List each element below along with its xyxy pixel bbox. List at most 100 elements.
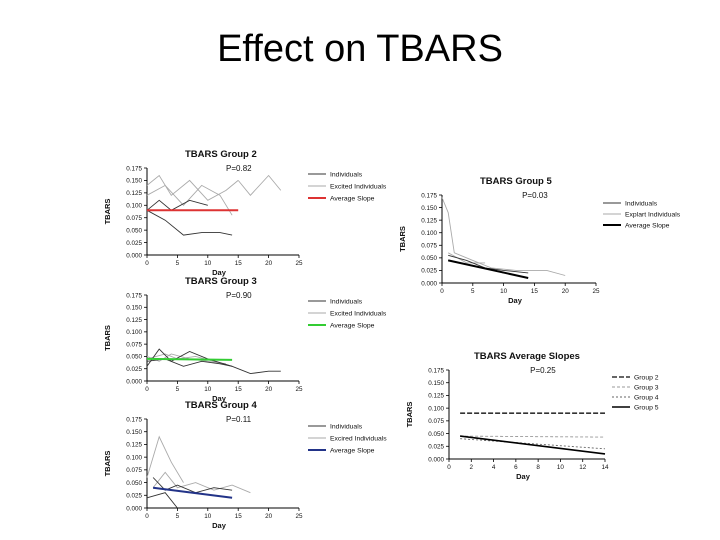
chart-3: TBARS Group 4 P=0.11 0.000 0.025 0.050 0.075 0… <box>103 400 387 530</box>
x-tick-label: 14 <box>601 464 609 471</box>
y-tick-label: 0.100 <box>126 203 142 210</box>
p-value: P=0.03 <box>522 191 548 200</box>
legend-label: Average Slope <box>330 196 375 203</box>
legend-label: Individuals <box>330 172 363 179</box>
chart-title: TBARS Group 4 <box>185 400 257 411</box>
chart-title: TBARS Group 3 <box>185 276 257 287</box>
y-tick-label: 0.075 <box>126 341 142 348</box>
series-line-excluded <box>152 471 251 494</box>
y-tick-label: 0.075 <box>126 215 142 222</box>
y-tick-label: 0.025 <box>421 268 437 275</box>
y-tick-label: 0.100 <box>126 329 142 336</box>
x-tick-label: 10 <box>204 260 212 267</box>
y-axis-label: TBARS <box>405 402 414 428</box>
x-tick-label: 0 <box>145 386 149 393</box>
y-tick-label: 0.000 <box>126 378 142 385</box>
y-tick-label: 0.150 <box>126 429 142 436</box>
legend-label: Average Slope <box>330 448 375 455</box>
series-line-individuals <box>152 477 233 494</box>
legend-label: Average Slope <box>330 323 375 330</box>
y-axis-label: TBARS <box>103 451 112 477</box>
y-tick-label: 0.075 <box>421 243 437 250</box>
y-tick-label: 0.050 <box>126 227 142 234</box>
y-tick-label: 0.150 <box>126 305 142 312</box>
x-tick-label: 0 <box>145 513 149 520</box>
series-line-group-4 <box>460 438 606 450</box>
y-tick-label: 0.100 <box>421 230 437 237</box>
y-tick-label: 0.125 <box>126 317 142 324</box>
p-value: P=0.90 <box>226 291 252 300</box>
legend-label: Group 2 <box>634 375 659 382</box>
x-tick-label: 8 <box>536 464 540 471</box>
x-tick-label: 5 <box>471 288 475 295</box>
legend-label: Group 3 <box>634 385 659 392</box>
chart-title: TBARS Group 5 <box>480 176 552 187</box>
x-tick-label: 25 <box>592 288 600 295</box>
x-tick-label: 25 <box>295 513 303 520</box>
chart-2: TBARS Group 3 P=0.90 0.000 0.025 0.050 0.075 0… <box>103 276 387 403</box>
x-axis-label: Day <box>212 394 227 403</box>
series-line-excluded <box>237 174 282 196</box>
p-value: P=0.25 <box>530 366 556 375</box>
legend-label: Excired Individuals <box>330 436 387 443</box>
x-tick-label: 6 <box>514 464 518 471</box>
y-tick-label: 0.125 <box>126 442 142 449</box>
x-tick-label: 10 <box>557 464 565 471</box>
x-tick-label: 2 <box>470 464 474 471</box>
y-tick-label: 0.000 <box>428 456 444 463</box>
x-tick-label: 5 <box>176 386 180 393</box>
legend-label: Group 5 <box>634 405 659 412</box>
y-tick-label: 0.125 <box>421 217 437 224</box>
legend-label: Individuals <box>330 424 363 431</box>
x-tick-label: 25 <box>295 260 303 267</box>
y-tick-label: 0.125 <box>428 393 444 400</box>
y-tick-label: 0.000 <box>126 505 142 512</box>
y-tick-label: 0.150 <box>126 178 142 185</box>
x-tick-label: 5 <box>176 513 180 520</box>
x-tick-label: 4 <box>492 464 496 471</box>
y-tick-label: 0.075 <box>428 418 444 425</box>
series-line-individuals <box>146 199 208 211</box>
legend-label: Average Slope <box>625 223 670 230</box>
y-tick-label: 0.175 <box>126 292 142 299</box>
chart-5: TBARS Average Slopes P=0.25 0.000 0.025 0.05… <box>405 351 659 481</box>
x-tick-label: 12 <box>579 464 587 471</box>
series-line-group-5 <box>460 435 606 455</box>
p-value: P=0.11 <box>226 415 252 424</box>
x-tick-label: 10 <box>500 288 508 295</box>
series-line-average <box>447 259 529 279</box>
y-axis-label: TBARS <box>103 199 112 225</box>
x-axis-label: Day <box>212 268 227 277</box>
x-axis-label: Day <box>212 521 227 530</box>
y-tick-label: 0.075 <box>126 467 142 474</box>
y-tick-label: 0.175 <box>421 192 437 199</box>
series-line-excluded <box>146 184 233 216</box>
y-tick-label: 0.000 <box>421 280 437 287</box>
y-tick-label: 0.100 <box>126 454 142 461</box>
y-tick-label: 0.175 <box>428 367 444 374</box>
series-line-group-3 <box>460 435 606 438</box>
legend-label: Individuals <box>625 201 658 208</box>
x-tick-label: 15 <box>235 513 243 520</box>
legend-label: Excited Individuals <box>330 311 387 318</box>
x-tick-label: 10 <box>204 386 212 393</box>
chart-title: TBARS Group 2 <box>185 149 257 160</box>
x-tick-label: 20 <box>562 288 570 295</box>
y-tick-label: 0.150 <box>428 380 444 387</box>
x-tick-label: 20 <box>265 513 273 520</box>
x-tick-label: 15 <box>235 386 243 393</box>
y-tick-label: 0.050 <box>126 354 142 361</box>
series-line-individuals <box>146 209 233 236</box>
y-axis-label: TBARS <box>398 226 407 252</box>
chart-1: TBARS Group 2 P=0.82 0.000 0.025 0.050 0.075 0… <box>103 149 387 277</box>
series-line-excluded <box>441 197 566 276</box>
series-line-excluded <box>146 174 239 201</box>
chart-title: TBARS Average Slopes <box>474 351 580 362</box>
p-value: P=0.82 <box>226 164 252 173</box>
y-tick-label: 0.050 <box>428 431 444 438</box>
slide-title: Effect on TBARS <box>217 28 503 70</box>
chart-4: TBARS Group 5 P=0.03 0.000 0.025 0.050 0.075 0… <box>398 176 681 305</box>
x-tick-label: 25 <box>295 386 303 393</box>
legend-label: Group 4 <box>634 395 659 402</box>
